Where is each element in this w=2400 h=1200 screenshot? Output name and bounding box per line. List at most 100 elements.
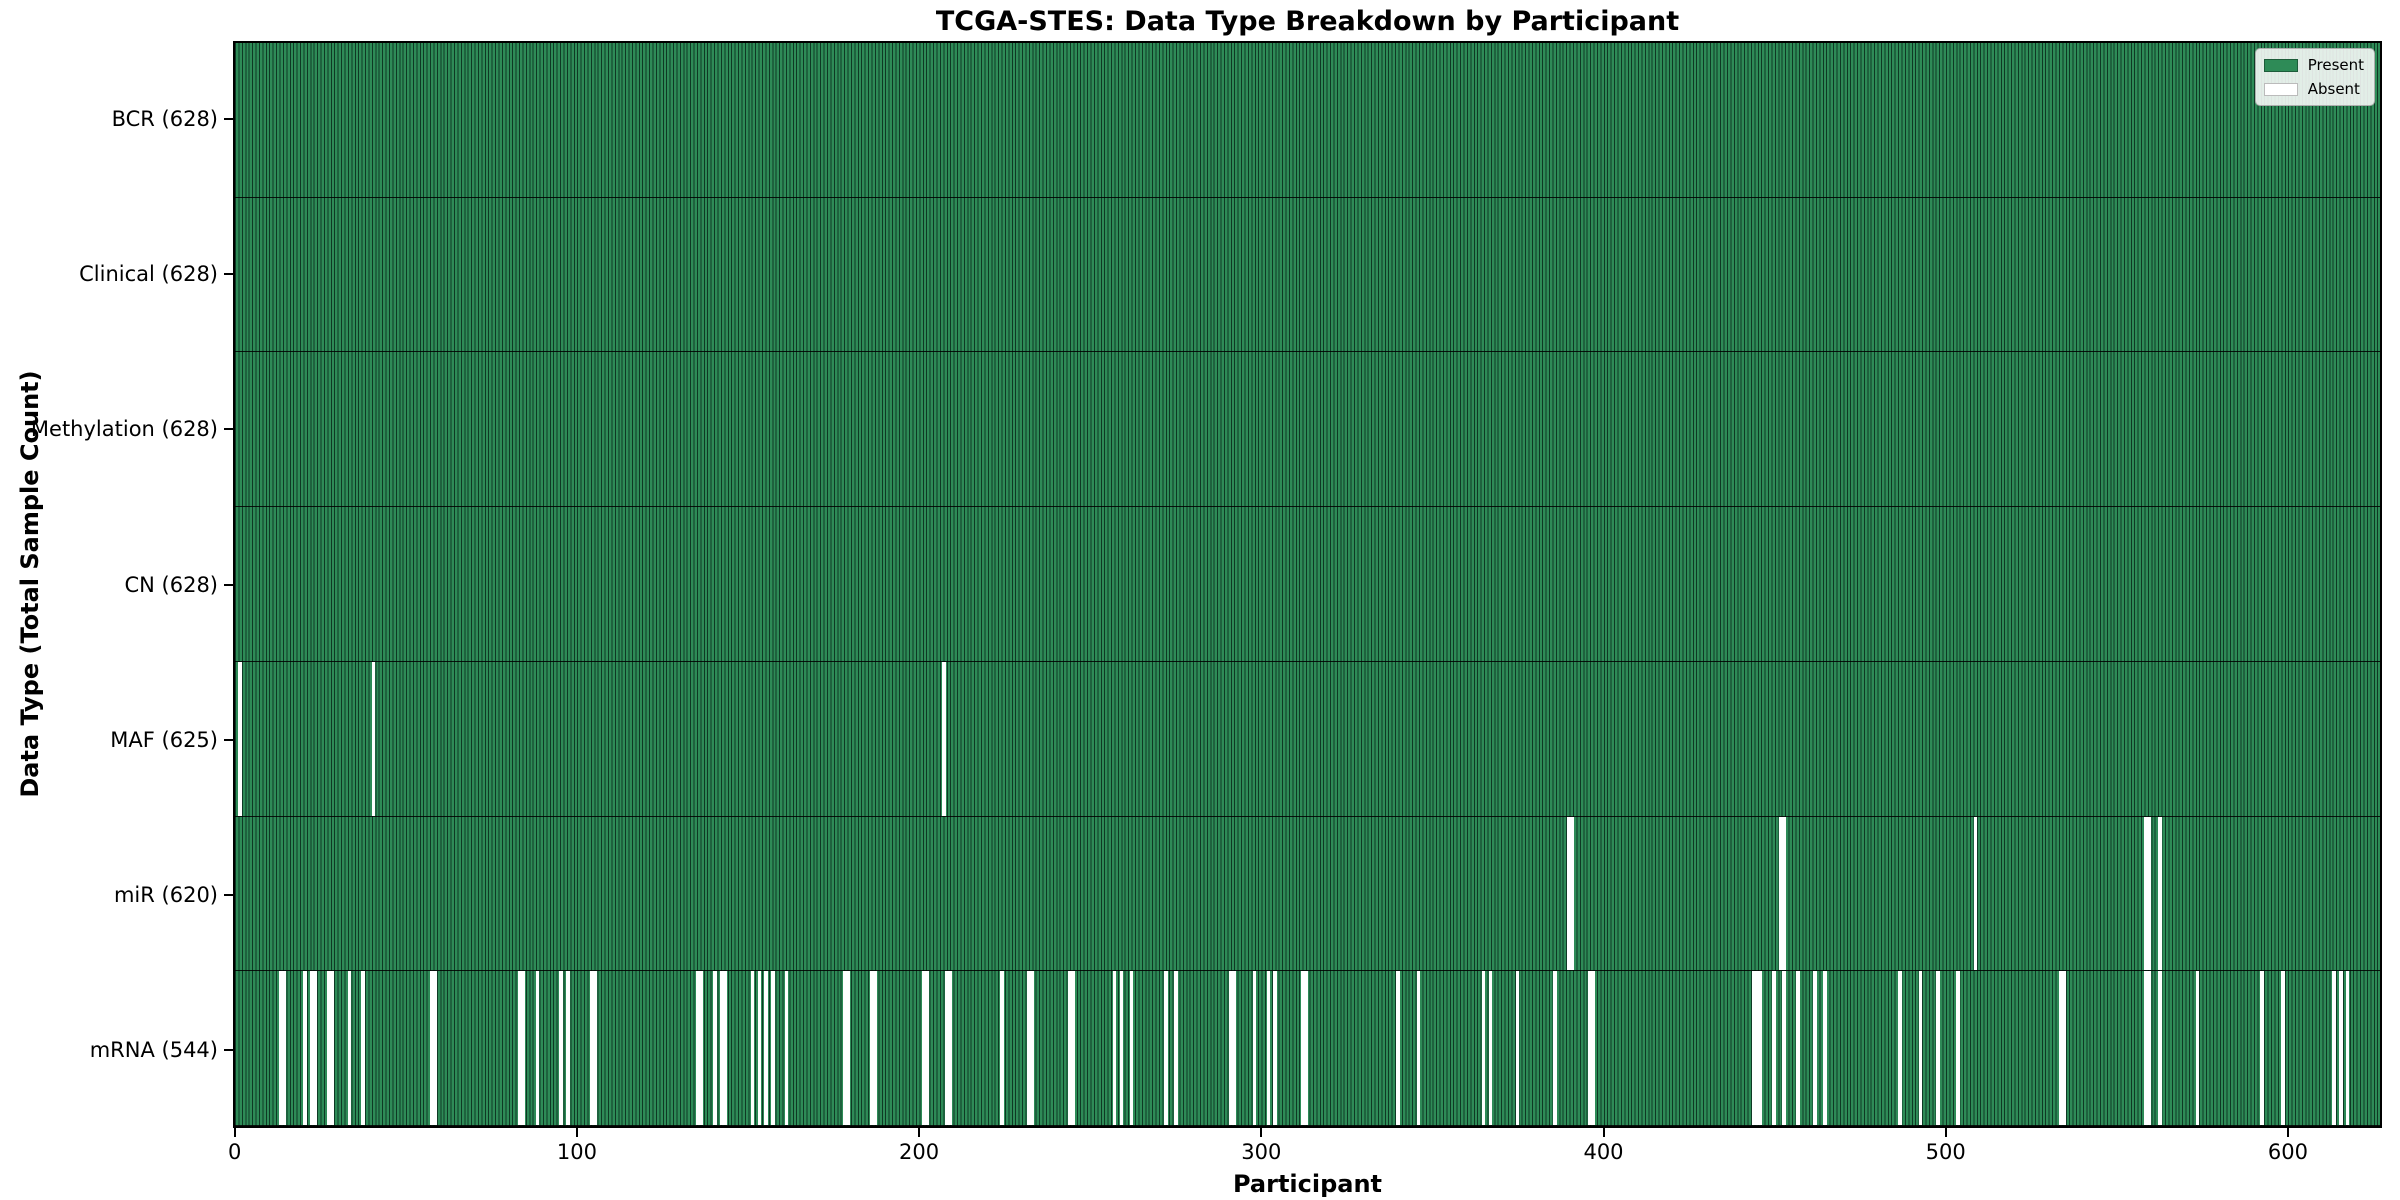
absent-gap <box>1232 971 1236 1126</box>
absent-gap <box>2144 971 2148 1126</box>
absent-gap <box>590 971 594 1126</box>
absent-gap <box>2147 816 2152 971</box>
absent-gap <box>948 971 953 1126</box>
absent-gap <box>1119 971 1124 1126</box>
legend-item-present: Present <box>2263 56 2364 74</box>
absent-gap <box>313 971 318 1126</box>
absent-gap <box>559 971 564 1126</box>
x-tick-label-400: 400 <box>1583 1140 1624 1164</box>
y-tick <box>224 272 233 275</box>
absent-gap <box>1273 971 1277 1126</box>
absent-gap <box>945 971 950 1126</box>
absent-gap <box>1228 971 1233 1126</box>
absent-gap <box>846 971 850 1126</box>
x-tick-label-600: 600 <box>2267 1140 2308 1164</box>
x-tick-label-0: 0 <box>228 1140 242 1164</box>
x-tick <box>918 1128 921 1137</box>
absent-gap <box>696 971 700 1126</box>
y-tick <box>224 117 233 120</box>
y-tick-label-miR: miR (620) <box>113 883 218 908</box>
absent-gap <box>1567 816 1571 971</box>
y-tick <box>224 894 233 897</box>
absent-gap <box>330 971 335 1126</box>
absent-gap <box>1304 971 1308 1126</box>
absent-gap <box>784 971 789 1126</box>
absent-gap <box>593 971 598 1126</box>
y-tick-label-BCR: BCR (628) <box>111 106 218 131</box>
present-swatch-icon <box>2263 58 2298 72</box>
absent-gap <box>1772 971 1776 1126</box>
absent-gap <box>2280 971 2285 1126</box>
x-tick <box>1260 1128 1263 1137</box>
absent-gap <box>2339 971 2343 1126</box>
absent-gap <box>2147 971 2152 1126</box>
row-MAF <box>235 661 2380 817</box>
x-tick <box>2286 1128 2289 1137</box>
absent-gap <box>1071 971 1076 1126</box>
absent-gap <box>361 971 365 1126</box>
y-tick-label-Clinical: Clinical (628) <box>79 261 218 286</box>
absent-gap <box>942 661 946 816</box>
absent-gap <box>1396 971 1400 1126</box>
absent-gap <box>1481 971 1486 1126</box>
absent-gap <box>1823 971 1827 1126</box>
legend-item-absent: Absent <box>2263 80 2364 98</box>
absent-gap <box>2157 971 2162 1126</box>
absent-gap <box>518 971 523 1126</box>
absent-gap <box>2062 971 2066 1126</box>
absent-gap <box>1587 971 1592 1126</box>
row-Clinical <box>235 197 2380 353</box>
absent-gap <box>924 971 929 1126</box>
absent-gap <box>1751 971 1756 1126</box>
absent-gap <box>873 971 878 1126</box>
absent-gap <box>921 971 926 1126</box>
x-tick-label-200: 200 <box>899 1140 940 1164</box>
absent-gap <box>1174 971 1178 1126</box>
x-tick-label-300: 300 <box>1241 1140 1282 1164</box>
absent-gap <box>566 971 570 1126</box>
absent-gap <box>2144 816 2148 971</box>
absent-gap <box>720 971 724 1126</box>
x-tick <box>233 1128 236 1137</box>
legend-absent-label: Absent <box>2307 80 2360 98</box>
absent-gap <box>1027 971 1031 1126</box>
plot-area: Present Absent <box>233 41 2382 1128</box>
row-Methylation <box>235 352 2380 508</box>
y-tick-label-CN: CN (628) <box>124 572 218 597</box>
absent-gap <box>870 971 874 1126</box>
absent-gap <box>2058 971 2063 1126</box>
y-tick-label-MAF: MAF (625) <box>110 727 218 752</box>
row-miR <box>235 816 2380 972</box>
absent-gap <box>1795 971 1800 1126</box>
absent-gap <box>1068 971 1072 1126</box>
row-mRNA <box>235 971 2380 1127</box>
absent-gap <box>303 971 307 1126</box>
absent-gap <box>1416 971 1421 1126</box>
absent-gap <box>1252 971 1257 1126</box>
absent-gap <box>1918 971 1923 1126</box>
absent-gap <box>2157 816 2162 971</box>
absent-swatch-icon <box>2263 82 2298 96</box>
absent-gap <box>2195 971 2200 1126</box>
absent-gap <box>2345 971 2350 1126</box>
x-tick-label-500: 500 <box>1925 1140 1966 1164</box>
absent-gap <box>764 971 768 1126</box>
y-tick-label-Methylation: Methylation (628) <box>30 417 218 442</box>
absent-gap <box>1782 816 1786 971</box>
x-tick-label-100: 100 <box>556 1140 597 1164</box>
absent-gap <box>723 971 727 1126</box>
absent-gap <box>1000 971 1004 1126</box>
absent-gap <box>279 971 283 1126</box>
absent-gap <box>2332 971 2336 1126</box>
absent-gap <box>521 971 526 1126</box>
absent-gap <box>1030 971 1035 1126</box>
absent-gap <box>771 971 775 1126</box>
absent-gap <box>1553 971 1557 1126</box>
absent-gap <box>282 971 287 1126</box>
x-tick <box>1944 1128 1947 1137</box>
absent-gap <box>433 971 437 1126</box>
y-tick <box>224 1049 233 1052</box>
absent-gap <box>1515 971 1520 1126</box>
absent-gap <box>757 971 762 1126</box>
y-tick-label-mRNA: mRNA (544) <box>89 1038 218 1063</box>
